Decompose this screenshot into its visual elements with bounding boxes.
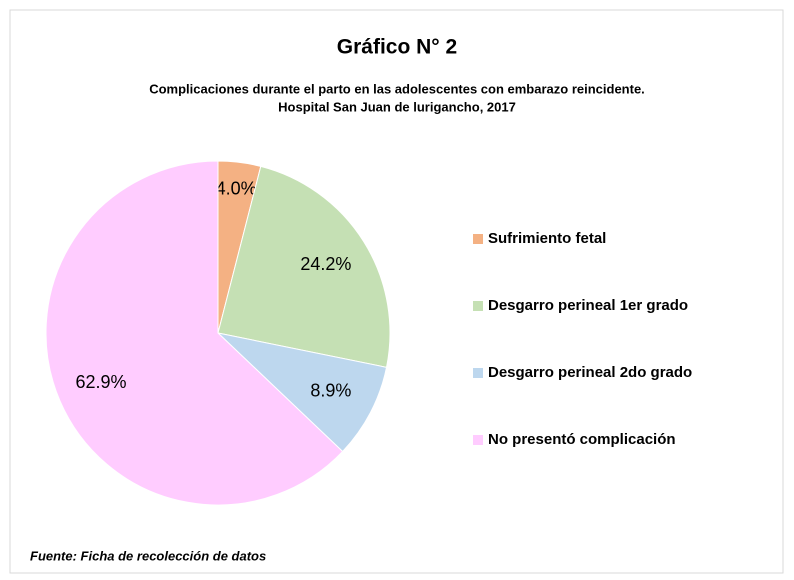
chart-title: Gráfico N° 2 (337, 36, 457, 59)
data-label: 4.0% (216, 178, 257, 198)
legend-swatch (473, 368, 483, 378)
legend-swatch (473, 435, 483, 445)
pie-slice (45, 160, 344, 506)
legend-label: No presentó complicación (488, 431, 676, 448)
pie-slice (216, 332, 388, 453)
legend-label: Desgarro perineal 1er grado (488, 297, 688, 314)
chart-subtitle: Hospital San Juan de lurigancho, 2017 (278, 99, 516, 114)
legend-label: Desgarro perineal 2do grado (488, 364, 692, 381)
data-label: 62.9% (76, 372, 127, 392)
data-label: 8.9% (310, 381, 351, 401)
pie-slice (217, 165, 391, 368)
legend-swatch (473, 234, 483, 244)
legend-label: Sufrimiento fetal (488, 230, 606, 247)
chart-subtitle: Complicaciones durante el parto en las a… (149, 81, 645, 96)
legend-swatch (473, 301, 483, 311)
source-note: Fuente: Ficha de recolección de datos (30, 548, 266, 563)
data-label: 24.2% (300, 254, 351, 274)
